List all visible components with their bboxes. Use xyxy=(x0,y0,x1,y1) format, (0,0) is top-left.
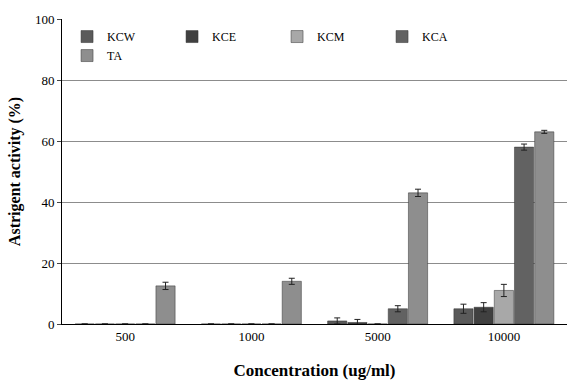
svg-text:500: 500 xyxy=(115,329,135,344)
svg-text:20: 20 xyxy=(41,256,54,271)
svg-text:KCE: KCE xyxy=(212,30,236,44)
svg-text:KCM: KCM xyxy=(317,30,345,44)
svg-text:0: 0 xyxy=(48,317,55,332)
svg-text:TA: TA xyxy=(107,49,122,63)
svg-text:60: 60 xyxy=(41,134,54,149)
svg-text:Concentration (ug/ml): Concentration (ug/ml) xyxy=(234,361,396,380)
svg-text:80: 80 xyxy=(41,73,54,88)
svg-text:KCW: KCW xyxy=(107,30,136,44)
svg-text:Astrigent activity (%): Astrigent activity (%) xyxy=(6,97,24,246)
svg-text:KCA: KCA xyxy=(422,30,448,44)
svg-text:40: 40 xyxy=(41,195,54,210)
svg-text:100: 100 xyxy=(35,12,55,27)
svg-text:5000: 5000 xyxy=(365,329,391,344)
svg-text:1000: 1000 xyxy=(238,329,264,344)
svg-text:10000: 10000 xyxy=(488,329,521,344)
